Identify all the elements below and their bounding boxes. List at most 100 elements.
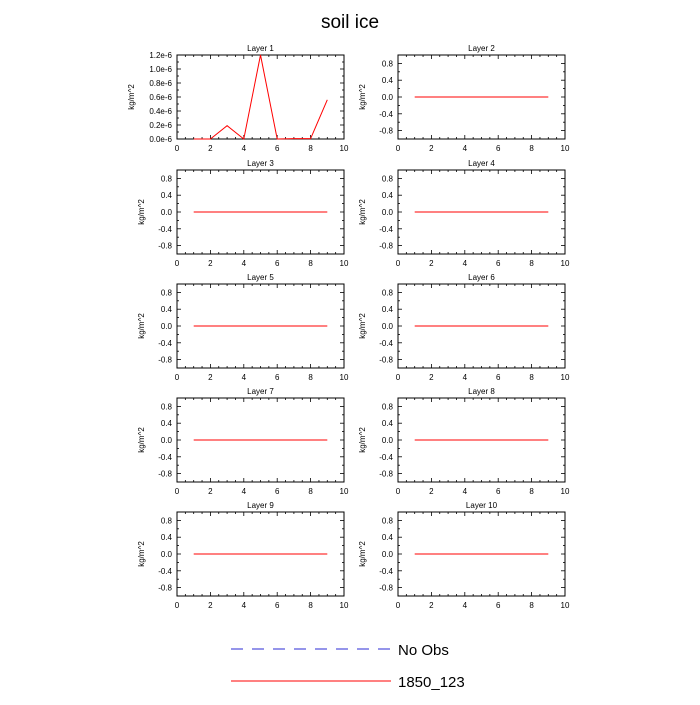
x-tick-label: 4 xyxy=(242,144,247,153)
x-tick-label: 6 xyxy=(496,373,501,382)
x-tick-label: 6 xyxy=(496,144,501,153)
x-tick-label: 8 xyxy=(308,373,313,382)
x-tick-label: 0 xyxy=(396,259,401,268)
y-tick-label: 0.0e-6 xyxy=(149,135,172,144)
panel-title: Layer 8 xyxy=(468,387,495,396)
y-tick-label: 0.8 xyxy=(161,402,173,411)
x-tick-label: 0 xyxy=(396,144,401,153)
y-tick-label: 0.4 xyxy=(161,191,173,200)
y-tick-label: 1.0e-6 xyxy=(149,65,172,74)
x-tick-label: 8 xyxy=(308,487,313,496)
x-tick-label: 8 xyxy=(308,601,313,610)
x-tick-label: 2 xyxy=(208,144,213,153)
y-tick-label: -0.4 xyxy=(158,453,172,462)
x-tick-label: 4 xyxy=(242,487,247,496)
chart-panel-layer-1: Layer 1 kg/m^2 0 2 4 6 8 10 0.0e-6 0.2e-6 0.4e-6 0.… xyxy=(127,44,349,153)
panel-title: Layer 9 xyxy=(247,501,274,510)
x-tick-label: 10 xyxy=(561,259,570,268)
panel-title: Layer 1 xyxy=(247,44,274,53)
y-tick-label: 0.4 xyxy=(161,305,173,314)
x-tick-label: 4 xyxy=(463,601,468,610)
y-tick-label: 0.0 xyxy=(382,550,394,559)
x-tick-label: 8 xyxy=(529,144,534,153)
x-tick-label: 4 xyxy=(242,259,247,268)
x-tick-label: 10 xyxy=(340,373,349,382)
x-tick-label: 4 xyxy=(242,601,247,610)
panel-grid: Layer 1 kg/m^2 0 2 4 6 8 10 0.0e-6 0.2e-6 0.4e-6 0.… xyxy=(127,44,570,610)
y-tick-label: -0.8 xyxy=(379,242,393,251)
chart-panel-layer-7: Layer 7 kg/m^2 0 2 4 6 8 10 -0.8 -0.4 0.0 0.4 0.8 xyxy=(137,387,349,496)
y-axis-label: kg/m^2 xyxy=(137,541,146,567)
panel-title: Layer 5 xyxy=(247,273,274,282)
x-tick-label: 0 xyxy=(175,144,180,153)
y-tick-label: -0.8 xyxy=(379,470,393,479)
y-tick-label: 0.8 xyxy=(382,516,394,525)
x-tick-label: 4 xyxy=(463,373,468,382)
y-tick-label: 0.4 xyxy=(161,533,173,542)
x-tick-label: 0 xyxy=(175,373,180,382)
y-tick-label: -0.8 xyxy=(158,470,172,479)
x-tick-label: 10 xyxy=(340,144,349,153)
panel-title: Layer 3 xyxy=(247,159,274,168)
y-tick-label: -0.4 xyxy=(379,339,393,348)
y-tick-label: -0.4 xyxy=(158,567,172,576)
y-tick-label: -0.4 xyxy=(379,225,393,234)
x-tick-label: 2 xyxy=(208,601,213,610)
y-tick-label: -0.8 xyxy=(379,584,393,593)
legend: No Obs 1850_123 xyxy=(231,642,465,691)
x-tick-label: 2 xyxy=(208,487,213,496)
y-axis-label: kg/m^2 xyxy=(358,427,367,453)
y-tick-label: 0.8e-6 xyxy=(149,79,172,88)
x-tick-label: 10 xyxy=(561,487,570,496)
y-tick-label: 0.8 xyxy=(161,516,173,525)
y-axis-label: kg/m^2 xyxy=(358,313,367,339)
chart-panel-layer-10: Layer 10 kg/m^2 0 2 4 6 8 10 -0.8 -0.4 0.0 0.4 0.8 xyxy=(358,501,570,610)
y-tick-label: 0.0 xyxy=(382,436,394,445)
x-tick-label: 8 xyxy=(529,487,534,496)
x-tick-label: 10 xyxy=(561,144,570,153)
y-tick-label: 0.0 xyxy=(382,208,394,217)
x-tick-label: 4 xyxy=(463,487,468,496)
y-tick-label: 0.4 xyxy=(161,419,173,428)
y-axis-label: kg/m^2 xyxy=(137,313,146,339)
x-tick-label: 8 xyxy=(308,144,313,153)
x-tick-label: 6 xyxy=(275,487,280,496)
x-tick-label: 10 xyxy=(340,487,349,496)
chart-panel-layer-4: Layer 4 kg/m^2 0 2 4 6 8 10 -0.8 -0.4 0.0 0.4 0.8 xyxy=(358,159,570,268)
y-tick-label: 0.4e-6 xyxy=(149,107,172,116)
y-tick-label: 0.2e-6 xyxy=(149,121,172,130)
x-tick-label: 10 xyxy=(561,373,570,382)
panel-title: Layer 2 xyxy=(468,44,495,53)
y-tick-label: -0.4 xyxy=(158,225,172,234)
x-tick-label: 2 xyxy=(208,373,213,382)
y-tick-label: 0.8 xyxy=(161,174,173,183)
y-tick-label: -0.8 xyxy=(158,242,172,251)
y-tick-label: -0.4 xyxy=(379,110,393,119)
x-tick-label: 8 xyxy=(529,259,534,268)
x-tick-label: 0 xyxy=(396,373,401,382)
y-tick-label: 0.4 xyxy=(382,76,394,85)
x-tick-label: 2 xyxy=(429,487,434,496)
legend-label-1850-123: 1850_123 xyxy=(398,674,465,691)
y-tick-label: -0.4 xyxy=(379,453,393,462)
x-tick-label: 0 xyxy=(175,259,180,268)
x-tick-label: 2 xyxy=(429,259,434,268)
x-tick-label: 2 xyxy=(208,259,213,268)
y-tick-label: 0.8 xyxy=(382,59,394,68)
x-tick-label: 6 xyxy=(496,487,501,496)
y-axis-label: kg/m^2 xyxy=(137,199,146,225)
chart-panel-layer-3: Layer 3 kg/m^2 0 2 4 6 8 10 -0.8 -0.4 0.0 0.4 0.8 xyxy=(137,159,349,268)
x-tick-label: 0 xyxy=(396,601,401,610)
y-tick-label: 0.0 xyxy=(161,208,173,217)
y-tick-label: -0.8 xyxy=(158,356,172,365)
x-tick-label: 2 xyxy=(429,373,434,382)
figure-title: soil ice xyxy=(321,12,379,33)
y-tick-label: 0.0 xyxy=(161,550,173,559)
x-tick-label: 2 xyxy=(429,601,434,610)
y-axis-label: kg/m^2 xyxy=(127,84,136,110)
chart-panel-layer-2: Layer 2 kg/m^2 0 2 4 6 8 10 -0.8 -0.4 0.0 0.4 0.8 xyxy=(358,44,570,153)
x-tick-label: 0 xyxy=(396,487,401,496)
y-tick-label: -0.8 xyxy=(158,584,172,593)
